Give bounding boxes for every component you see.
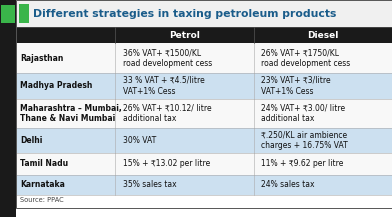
Bar [16, 27, 392, 43]
Bar [0, 0, 16, 217]
Text: 35% sales tax: 35% sales tax [123, 181, 176, 189]
Text: ₹.250/KL air ambience
charges + 16.75% VAT: ₹.250/KL air ambience charges + 16.75% V… [261, 131, 348, 150]
Text: Tamil Nadu: Tamil Nadu [20, 159, 68, 168]
Text: 30% VAT: 30% VAT [123, 136, 156, 145]
Text: Madhya Pradesh: Madhya Pradesh [20, 81, 93, 90]
Bar [16, 99, 392, 128]
Text: 24% sales tax: 24% sales tax [261, 181, 315, 189]
Text: Different strategies in taxing petroleum products: Different strategies in taxing petroleum… [33, 8, 337, 19]
Text: Maharashtra – Mumbai,
Thane & Navi Mumbai: Maharashtra – Mumbai, Thane & Navi Mumba… [20, 104, 122, 123]
Bar [1, 5, 15, 23]
Text: Rajasthan: Rajasthan [20, 54, 64, 62]
Bar [16, 175, 392, 195]
Bar [16, 128, 392, 153]
Bar [16, 153, 392, 175]
Bar [16, 43, 392, 73]
Text: 33 % VAT + ₹4.5/litre
VAT+1% Cess: 33 % VAT + ₹4.5/litre VAT+1% Cess [123, 76, 205, 96]
Bar [16, 73, 392, 99]
Text: Petrol: Petrol [169, 31, 200, 40]
Text: Source: PPAC: Source: PPAC [20, 197, 64, 203]
Text: 24% VAT+ ₹3.00/ litre
additional tax: 24% VAT+ ₹3.00/ litre additional tax [261, 104, 345, 123]
Text: Karnataka: Karnataka [20, 181, 65, 189]
Text: Diesel: Diesel [307, 31, 339, 40]
Text: 26% VAT+ ₹1750/KL
road development cess: 26% VAT+ ₹1750/KL road development cess [261, 48, 351, 68]
Text: 26% VAT+ ₹10.12/ litre
additional tax: 26% VAT+ ₹10.12/ litre additional tax [123, 104, 212, 123]
Text: Delhi: Delhi [20, 136, 43, 145]
Text: 36% VAT+ ₹1500/KL
road development cess: 36% VAT+ ₹1500/KL road development cess [123, 48, 212, 68]
Text: 15% + ₹13.02 per litre: 15% + ₹13.02 per litre [123, 159, 210, 168]
Text: 23% VAT+ ₹3/litre
VAT+1% Cess: 23% VAT+ ₹3/litre VAT+1% Cess [261, 76, 331, 96]
Text: 11% + ₹9.62 per litre: 11% + ₹9.62 per litre [261, 159, 344, 168]
Bar [19, 4, 29, 23]
Bar [16, 0, 392, 27]
